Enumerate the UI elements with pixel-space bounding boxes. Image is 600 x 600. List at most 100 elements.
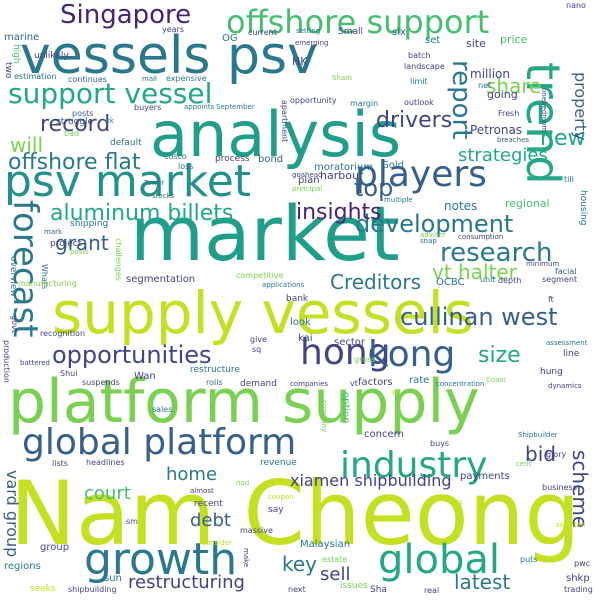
word-estimation: estimation (14, 72, 57, 81)
word-hong: hong (300, 332, 391, 373)
word-sq: sq (252, 345, 262, 354)
word-coupon: coupon (268, 493, 294, 501)
word-goahead: goahead (292, 171, 323, 179)
word-coast: Coast (486, 376, 506, 384)
word-shipbuilding: shipbuilding (68, 585, 117, 594)
word-posts: posts (72, 109, 94, 118)
word-property: property (571, 72, 590, 141)
word-sun: sun (104, 573, 122, 584)
word-adviser: adviser (420, 231, 446, 239)
word-market: market (130, 189, 400, 278)
word-harbour: harbour (320, 169, 364, 182)
word-price: price (500, 33, 528, 46)
word-development: development (355, 210, 514, 238)
word-sales: sales (152, 405, 173, 414)
word-make: make (242, 548, 250, 568)
word-emerging: emerging (295, 39, 329, 47)
word-insights: insights (296, 200, 382, 225)
word-unit: unit (480, 275, 496, 284)
word-apartment: apartment (280, 100, 289, 143)
word-opportunities: opportunities (52, 341, 212, 369)
word-moratorium: moratorium (314, 162, 374, 173)
word-opportunity: opportunity (290, 96, 337, 105)
word-massive: massive (240, 526, 273, 535)
word-xiamen-shipbuilding: xiamen shipbuilding (290, 471, 452, 490)
word-battered: battered (20, 359, 51, 367)
word-ft: ft (548, 295, 554, 304)
word-line: line (563, 349, 580, 359)
word-suspends: suspends (82, 378, 120, 387)
word-analysis: analysis (150, 98, 402, 171)
word-growth: growth (84, 534, 238, 585)
word-notes: notes (444, 199, 478, 213)
word-glory: glory (546, 450, 567, 459)
word-buys: buys (430, 439, 450, 448)
word-business: business (542, 483, 577, 492)
word-limit: limit (410, 77, 428, 86)
word-og: OG (222, 33, 238, 44)
word-cullinan-west: cullinan west (400, 303, 558, 331)
word-bank: bank (286, 294, 309, 304)
word-home: home (166, 464, 218, 485)
word-hk: HK (292, 55, 308, 68)
word-new: new (540, 126, 586, 151)
word-puts: puts (520, 555, 538, 564)
word-shui: Shui (60, 369, 78, 378)
word-po: Po (392, 389, 401, 397)
word-process: process (215, 154, 250, 164)
word-nam-cheong: Nam Cheong (10, 462, 581, 565)
word-consider: consider (202, 539, 232, 547)
word-bid: bid (525, 442, 556, 466)
word-petronas: Petronas (470, 123, 523, 137)
word-grant: grant (55, 231, 109, 255)
word-debt: debt (190, 510, 231, 531)
word-vard-group: vard group (3, 470, 22, 558)
word-continues: continues (68, 75, 107, 84)
word-industry: industry (340, 445, 488, 486)
word-lists: lists (52, 459, 68, 468)
word-stocks: stocks (152, 192, 175, 200)
word-buyers: buyers (134, 103, 162, 112)
word-whats: Whats (40, 264, 49, 290)
word-singapore: Singapore (60, 0, 192, 30)
word-plan: plan (298, 175, 320, 186)
word-report: report (446, 60, 476, 140)
word-bond: bond (258, 154, 284, 165)
word-default: default (110, 138, 142, 148)
word-company: company (320, 400, 328, 433)
word-ck: ck (106, 117, 114, 125)
word-net: net (478, 81, 492, 90)
word-six: six (392, 27, 406, 38)
word-mall: mall (142, 75, 157, 83)
word-shipbuilder: Shipbuilder (518, 431, 558, 439)
word-sector: sector (334, 337, 366, 348)
word-regional: regional (505, 197, 550, 210)
word-will: will (10, 133, 44, 157)
word-onebedroom: onebedroom (540, 88, 548, 133)
word-multiple: multiple (384, 196, 413, 204)
word-vessels-psv: vessels psv (20, 26, 318, 86)
word-seeks: seeks (30, 584, 56, 594)
word-malaysian: Malaysian (300, 539, 351, 550)
word-sham: Sham (332, 74, 352, 82)
word-real: real (424, 586, 440, 595)
word-latest: latest (454, 570, 511, 594)
word-rolls: rolls (206, 378, 223, 387)
word-going: going (487, 88, 518, 101)
word-challenges: challenges (114, 238, 123, 281)
word-bad: bad (64, 129, 80, 138)
word-research: research (440, 238, 553, 268)
word-depth: depth (498, 276, 522, 285)
word-assessment: assessment (546, 339, 588, 347)
word-housing: housing (578, 190, 588, 226)
word-scheme: scheme (568, 450, 592, 529)
word-dynamics: dynamics (548, 382, 582, 390)
word-trading: trading (564, 585, 593, 594)
word-look: look (290, 317, 311, 328)
word-loss: loss (178, 162, 194, 171)
word-sweeten: sweeten (556, 521, 586, 529)
word-ocbc: OCBC (436, 277, 465, 288)
word-cent: cent (516, 460, 532, 468)
word-expensive: expensive (166, 74, 207, 83)
word-players: players (355, 154, 487, 195)
